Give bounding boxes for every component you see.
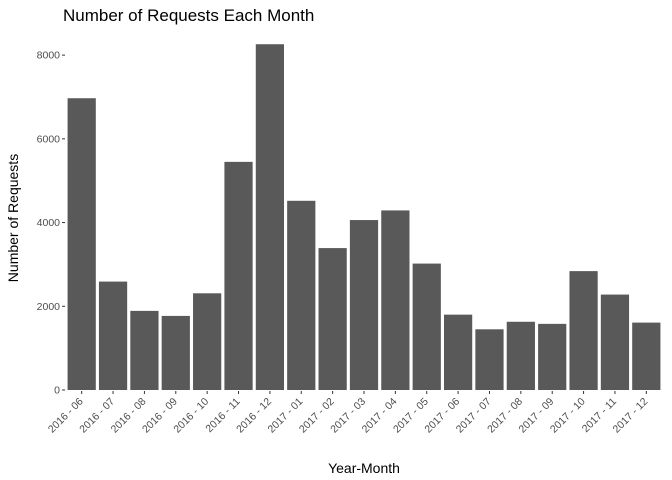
bar-2017-03: [349, 220, 379, 390]
bar-2017-11: [600, 294, 630, 390]
bar-2017-06: [443, 314, 473, 390]
y-tick-label: 2000: [37, 301, 61, 313]
bar-2016-07: [98, 281, 128, 390]
y-tick-label: 4000: [37, 217, 61, 229]
bar-2017-10: [569, 271, 598, 390]
bar-2016-11: [224, 161, 253, 390]
chart-title: Number of Requests Each Month: [63, 6, 314, 25]
bar-2017-01: [287, 200, 316, 390]
y-axis: 0 2000 4000 6000 8000: [37, 50, 65, 397]
bar-2016-06: [67, 98, 96, 390]
bar-2017-09: [538, 323, 567, 390]
bar-2016-08: [130, 310, 159, 390]
bar-2017-05: [412, 263, 441, 390]
bar-2017-08: [506, 321, 535, 390]
bar-2016-10: [193, 293, 222, 390]
y-axis-title: Number of Requests: [5, 154, 21, 282]
bar-2017-02: [318, 248, 347, 390]
y-tick-label: 8000: [37, 50, 61, 62]
y-tick-label: 6000: [37, 133, 61, 145]
x-tick-label: 2017 - 12: [611, 396, 651, 436]
bar-2017-07: [475, 329, 504, 390]
bars-group: [67, 44, 661, 390]
y-tick-label: 0: [54, 385, 60, 397]
bar-2016-09: [161, 315, 190, 390]
bar-2017-12: [632, 322, 661, 390]
x-axis-title: Year-Month: [328, 460, 400, 476]
bar-2016-12: [255, 44, 285, 390]
bar-2017-04: [381, 210, 410, 390]
